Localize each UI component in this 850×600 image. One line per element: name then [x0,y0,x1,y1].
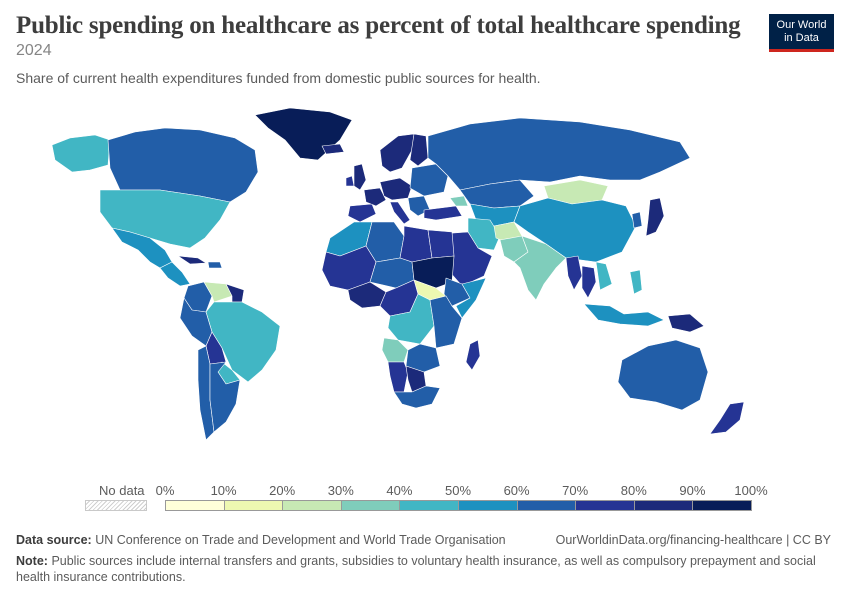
logo-line-1: Our World [776,19,827,31]
legend-bin[interactable] [516,500,577,511]
region-caucasus[interactable] [449,195,469,207]
legend-tick-label: 70% [562,483,589,498]
chart-title: Public spending on healthcare as percent… [16,12,741,39]
legend-bin[interactable] [340,500,401,511]
legend-tick-label: 40% [386,483,413,498]
region-japan[interactable] [645,197,665,237]
region-turkey[interactable] [423,205,463,221]
region-france[interactable] [363,187,387,207]
footnote-label: Note: [16,554,48,568]
map-legend: No data 0% 10% 20% 30% 40% 50% 60% 70% 80% 90% 100… [85,480,785,520]
legend-tick-label: 80% [620,483,647,498]
region-madagascar[interactable] [465,339,481,371]
region-india[interactable] [513,235,567,301]
region-cuba[interactable] [177,255,207,265]
region-libya[interactable] [399,225,433,263]
logo-line-2: in Data [784,32,819,44]
legend-bin[interactable] [165,500,225,511]
legend-bin[interactable] [282,500,342,511]
region-egypt[interactable] [427,229,455,259]
region-united-states[interactable] [99,189,231,249]
legend-bin[interactable] [633,500,694,511]
region-east-africa[interactable] [429,295,463,349]
region-angola[interactable] [381,337,409,363]
legend-bin[interactable] [692,500,752,511]
legend-tick-label: 90% [679,483,706,498]
region-vietnam[interactable] [595,261,613,291]
world-map [51,107,745,441]
region-central-europe[interactable] [379,177,413,201]
data-source: Data source: UN Conference on Trade and … [16,533,506,547]
legend-tick-label: 30% [327,483,354,498]
region-argentina[interactable] [209,361,241,433]
region-spain[interactable] [347,203,377,223]
legend-color-bins [165,500,752,511]
region-china[interactable] [513,197,637,263]
region-indonesia[interactable] [583,303,665,327]
data-source-text: UN Conference on Trade and Development a… [95,533,506,547]
source-link[interactable]: OurWorldinData.org/financing-healthcare … [555,533,831,547]
legend-bin[interactable] [457,500,518,511]
region-south-africa[interactable] [393,385,441,409]
legend-bin[interactable] [575,500,635,511]
legend-tick-label: 0% [155,483,175,498]
legend-no-data-label: No data [99,483,145,498]
region-myanmar[interactable] [565,255,583,291]
region-philippines[interactable] [629,269,643,295]
region-papua-new-guinea[interactable] [667,313,705,333]
region-italy[interactable] [389,201,411,225]
chart-year: 2024 [16,42,52,59]
chart-subtitle: Share of current health expenditures fun… [16,70,541,86]
region-new-zealand[interactable] [709,401,745,435]
legend-tick-label: 100% [734,483,768,498]
region-united-kingdom[interactable] [353,163,367,191]
footnote: Note: Public sources include internal tr… [16,553,836,585]
legend-tick-label: 50% [444,483,472,498]
region-australia[interactable] [617,339,709,411]
region-thailand[interactable] [581,265,597,299]
legend-tick-label: 10% [210,483,237,498]
legend-tick-label: 60% [503,483,530,498]
data-source-label: Data source: [16,533,92,547]
legend-tick-label: 20% [269,483,296,498]
legend-ticks: 0% 10% 20% 30% 40% 50% 60% 70% 80% 90% 100% [156,483,768,499]
region-ethiopia[interactable] [443,277,471,307]
region-scandinavia[interactable] [379,133,415,173]
region-iceland[interactable] [321,143,345,155]
legend-bin[interactable] [223,500,284,511]
legend-bin[interactable] [399,500,459,511]
region-venezuela[interactable] [203,281,233,303]
footnote-text: Public sources include internal transfer… [16,554,816,584]
region-namibia[interactable] [387,361,409,393]
region-alaska[interactable] [51,134,111,173]
region-hispaniola[interactable] [207,261,223,269]
region-central-america[interactable] [159,261,191,287]
region-finland[interactable] [409,133,429,167]
region-russia[interactable] [427,117,691,191]
region-ireland[interactable] [345,175,355,187]
region-korea[interactable] [631,211,643,229]
owid-logo[interactable]: Our World in Data [769,14,834,52]
legend-no-data-swatch [85,500,147,511]
